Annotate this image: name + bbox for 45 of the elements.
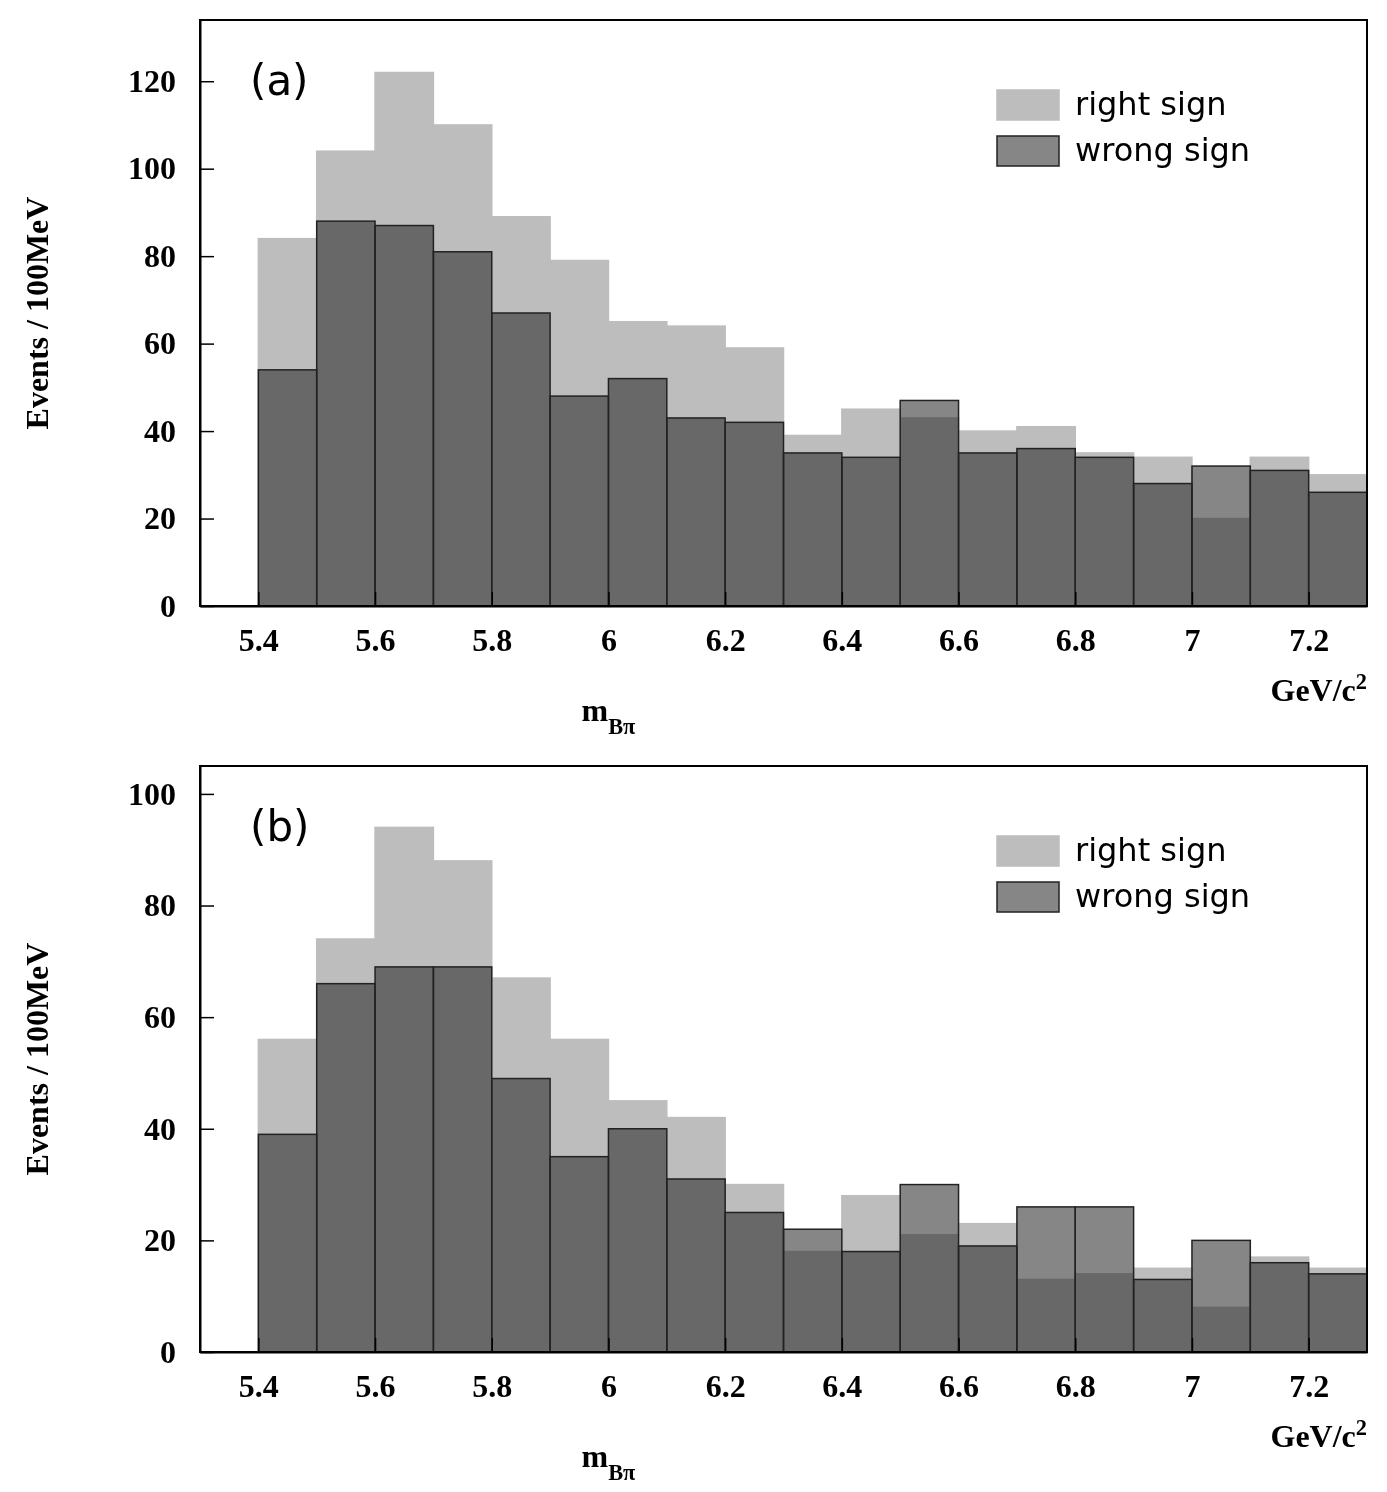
text: GeV/c$^{2}$ [1270, 668, 1367, 708]
y-axis-title: Events / 100MeV [19, 196, 55, 430]
y-tick-label: 80 [144, 887, 176, 924]
x-tick-label: 7.2 [1289, 621, 1330, 658]
x-tick-label: 7 [1184, 1367, 1201, 1404]
x-tick-label: 5.4 [238, 1367, 279, 1404]
x-tick-label: 6.6 [939, 621, 980, 658]
legend-label: right sign [1075, 831, 1227, 869]
y-tick-label: 100 [128, 775, 176, 812]
x-tick-label: 5.8 [472, 621, 513, 658]
y-tick-label: 0 [160, 1333, 176, 1370]
y-tick-label: 0 [160, 587, 176, 624]
y-tick-label: 80 [144, 237, 176, 274]
x-tick-label: 5.4 [238, 621, 279, 658]
y-tick-label: 40 [144, 412, 176, 449]
x-tick-label: 6.6 [939, 1367, 980, 1404]
x-tick-label: 6.8 [1055, 621, 1096, 658]
y-tick-label: 60 [144, 998, 176, 1035]
y-tick-label: 20 [144, 1222, 176, 1259]
y-tick-label: 40 [144, 1110, 176, 1147]
x-axis-title: m$_{Bπ}$ [581, 1438, 637, 1485]
text: GeV/c$^{2}$ [1270, 1414, 1367, 1454]
x-tick-label: 5.6 [355, 1367, 396, 1404]
x-tick-label: 6.8 [1055, 1367, 1096, 1404]
y-axis-title: Events / 100MeV [19, 942, 55, 1176]
y-tick-label: 20 [144, 500, 176, 537]
annotation: (a) [250, 56, 309, 105]
legend-label: wrong sign [1075, 131, 1251, 169]
y-tick-label: 120 [128, 62, 176, 99]
legend-label: right sign [1075, 85, 1227, 123]
x-tick-label: 5.6 [355, 621, 396, 658]
legend-label: wrong sign [1075, 877, 1251, 915]
y-tick-label: 100 [128, 150, 176, 187]
x-tick-label: 6 [600, 621, 617, 658]
annotation: (b) [250, 802, 310, 851]
x-tick-label: 7.2 [1289, 1367, 1330, 1404]
x-tick-label: 6 [600, 1367, 617, 1404]
x-axis-title: m$_{Bπ}$ [581, 692, 637, 739]
x-tick-label: 6.2 [705, 1367, 746, 1404]
x-tick-label: 6.4 [822, 1367, 863, 1404]
x-tick-label: 5.8 [472, 1367, 513, 1404]
x-tick-label: 6.4 [822, 621, 863, 658]
y-tick-label: 60 [144, 325, 176, 362]
x-tick-label: 6.2 [705, 621, 746, 658]
x-tick-label: 7 [1184, 621, 1201, 658]
